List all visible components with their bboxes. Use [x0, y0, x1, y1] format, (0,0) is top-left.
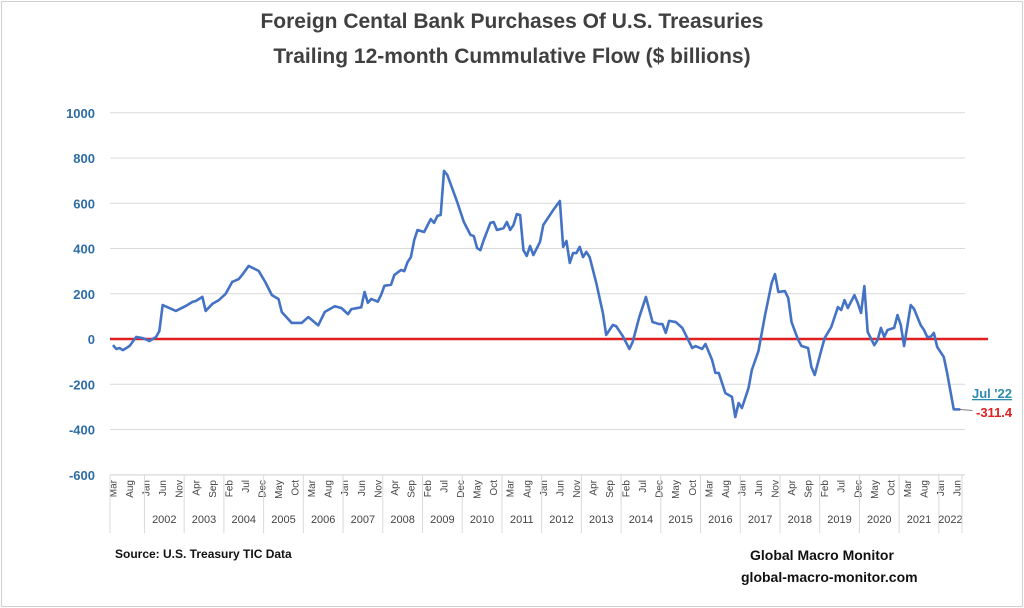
x-month-label: Apr — [588, 479, 599, 495]
x-month-label: Sep — [804, 480, 815, 498]
chart-subtitle: Trailing 12-month Cummulative Flow ($ bi… — [273, 45, 751, 68]
x-month-label: Nov — [572, 480, 583, 498]
x-year-label: 2009 — [430, 514, 454, 526]
x-month-label: Dec — [655, 480, 666, 498]
series-line — [112, 169, 961, 419]
x-month-label: Mar — [109, 479, 120, 497]
x-year-label: 2021 — [907, 514, 931, 526]
x-year-label: 2022 — [938, 514, 962, 526]
x-month-label: Aug — [125, 480, 136, 498]
x-month-label: Aug — [522, 480, 533, 498]
brand-url: global-macro-monitor.com — [741, 569, 918, 585]
y-tick-label: -200 — [69, 377, 95, 392]
y-tick-label: 1000 — [66, 106, 95, 121]
x-year-label: 2016 — [708, 514, 732, 526]
x-month-label: Feb — [224, 480, 235, 498]
last-date-label: Jul '22 — [972, 386, 1012, 401]
x-month-label: Oct — [291, 480, 302, 496]
x-month-label: May — [473, 480, 484, 499]
x-month-label: Feb — [820, 480, 831, 498]
chart-title: Foreign Cental Bank Purchases Of U.S. Tr… — [260, 10, 764, 33]
x-month-label: Jul — [837, 480, 848, 493]
x-month-label: Aug — [324, 480, 335, 498]
brand-name: Global Macro Monitor — [750, 547, 894, 563]
x-month-label: Oct — [886, 480, 897, 496]
x-year-label: 2003 — [192, 514, 216, 526]
x-year-label: 2011 — [510, 514, 534, 526]
x-month-label: Sep — [406, 480, 417, 498]
x-year-label: 2013 — [589, 514, 613, 526]
x-month-label: Jan — [737, 480, 748, 496]
x-year-label: 2014 — [629, 514, 653, 526]
x-month-label: Mar — [307, 479, 318, 497]
x-month-label: Aug — [721, 480, 732, 498]
y-tick-label: 0 — [88, 332, 95, 347]
x-month-label: Aug — [919, 480, 930, 498]
x-year-label: 2017 — [748, 514, 772, 526]
x-month-label: Jul — [241, 480, 252, 493]
x-year-label: 2015 — [668, 514, 692, 526]
x-month-label: Jun — [158, 480, 169, 496]
x-month-label: Mar — [704, 479, 715, 497]
x-month-label: Jun — [555, 480, 566, 496]
source-note: Source: U.S. Treasury TIC Data — [115, 547, 292, 561]
x-month-label: Jan — [539, 480, 550, 496]
x-month-label: Nov — [373, 480, 384, 498]
x-year-label: 2008 — [390, 514, 414, 526]
x-month-label: Jan — [142, 480, 153, 496]
x-year-label: 2018 — [788, 514, 812, 526]
last-value-label: -311.4 — [976, 405, 1013, 420]
x-month-label: Sep — [208, 480, 219, 498]
x-month-label: Feb — [423, 480, 434, 498]
x-month-label: Apr — [787, 479, 798, 495]
x-month-label: Jun — [357, 480, 368, 496]
x-month-label: Mar — [506, 479, 517, 497]
x-year-label: 2002 — [152, 514, 176, 526]
x-month-label: Mar — [903, 479, 914, 497]
x-month-label: Nov — [175, 480, 186, 498]
x-year-label: 2004 — [232, 514, 256, 526]
x-month-label: Dec — [853, 480, 864, 498]
x-month-label: Apr — [191, 479, 202, 495]
x-month-label: Dec — [257, 480, 268, 498]
x-month-label: Sep — [605, 480, 616, 498]
x-month-label: Jan — [340, 480, 351, 496]
x-year-label: 2005 — [271, 514, 295, 526]
y-tick-label: 400 — [73, 242, 95, 257]
x-year-label: 2007 — [351, 514, 375, 526]
x-month-label: May — [274, 480, 285, 499]
x-year-label: 2012 — [549, 514, 573, 526]
x-month-label: Oct — [489, 480, 500, 496]
x-month-label: Dec — [456, 480, 467, 498]
x-month-label: Apr — [390, 479, 401, 495]
x-month-label: Nov — [771, 480, 782, 498]
x-month-label: Feb — [622, 480, 633, 498]
x-month-label: May — [870, 480, 881, 499]
y-tick-label: 600 — [73, 196, 95, 211]
leader-line — [960, 408, 973, 411]
y-tick-label: -600 — [69, 468, 95, 483]
x-month-label: Jul — [440, 480, 451, 493]
x-year-label: 2020 — [867, 514, 891, 526]
x-month-label: Jun — [953, 480, 964, 496]
x-year-label: 2019 — [827, 514, 851, 526]
y-tick-label: 800 — [73, 151, 95, 166]
x-month-label: Jun — [754, 480, 765, 496]
y-tick-label: 200 — [73, 287, 95, 302]
x-month-label: Oct — [688, 480, 699, 496]
x-month-label: Jul — [638, 480, 649, 493]
x-month-label: Jan — [936, 480, 947, 496]
x-year-label: 2006 — [311, 514, 335, 526]
y-tick-label: -400 — [69, 423, 95, 438]
x-month-label: May — [671, 480, 682, 499]
x-year-label: 2010 — [470, 514, 494, 526]
